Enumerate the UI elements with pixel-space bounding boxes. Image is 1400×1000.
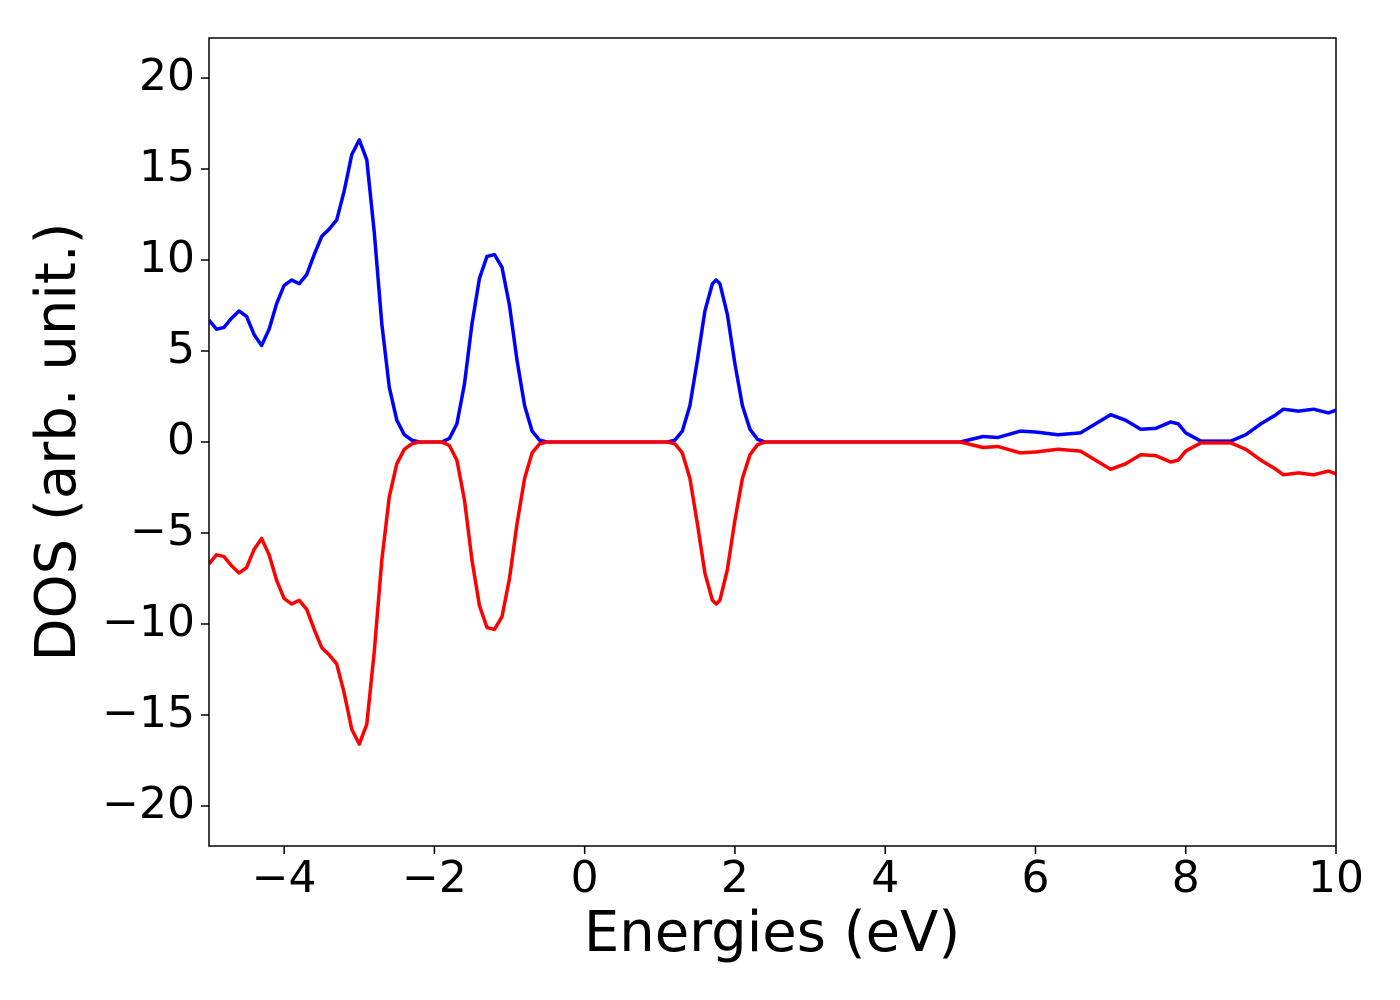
x-tick-label: −2 [402,852,467,903]
x-axis-label: Energies (eV) [584,900,960,965]
y-tick-label: 10 [139,232,195,283]
y-tick-label: −15 [102,687,195,738]
y-tick-label: 5 [167,323,195,374]
x-tick-label: 0 [571,852,599,903]
x-tick-label: 6 [1021,852,1049,903]
y-tick-label: −20 [102,778,195,829]
y-tick-label: −10 [102,596,195,647]
x-tick-label: 4 [871,852,899,903]
y-tick-label: −5 [130,505,195,556]
x-tick-label: 10 [1308,852,1364,903]
x-tick-label: −4 [252,852,317,903]
y-tick-label: 15 [139,141,195,192]
y-tick-label: 20 [139,50,195,101]
x-tick-label: 2 [721,852,749,903]
series-line [209,138,1336,444]
x-tick-label: 8 [1172,852,1200,903]
y-axis-label: DOS (arb. unit.) [24,222,89,661]
y-tick-label: 0 [167,414,195,465]
plot-frame [208,37,1337,847]
series-line [209,440,1336,746]
